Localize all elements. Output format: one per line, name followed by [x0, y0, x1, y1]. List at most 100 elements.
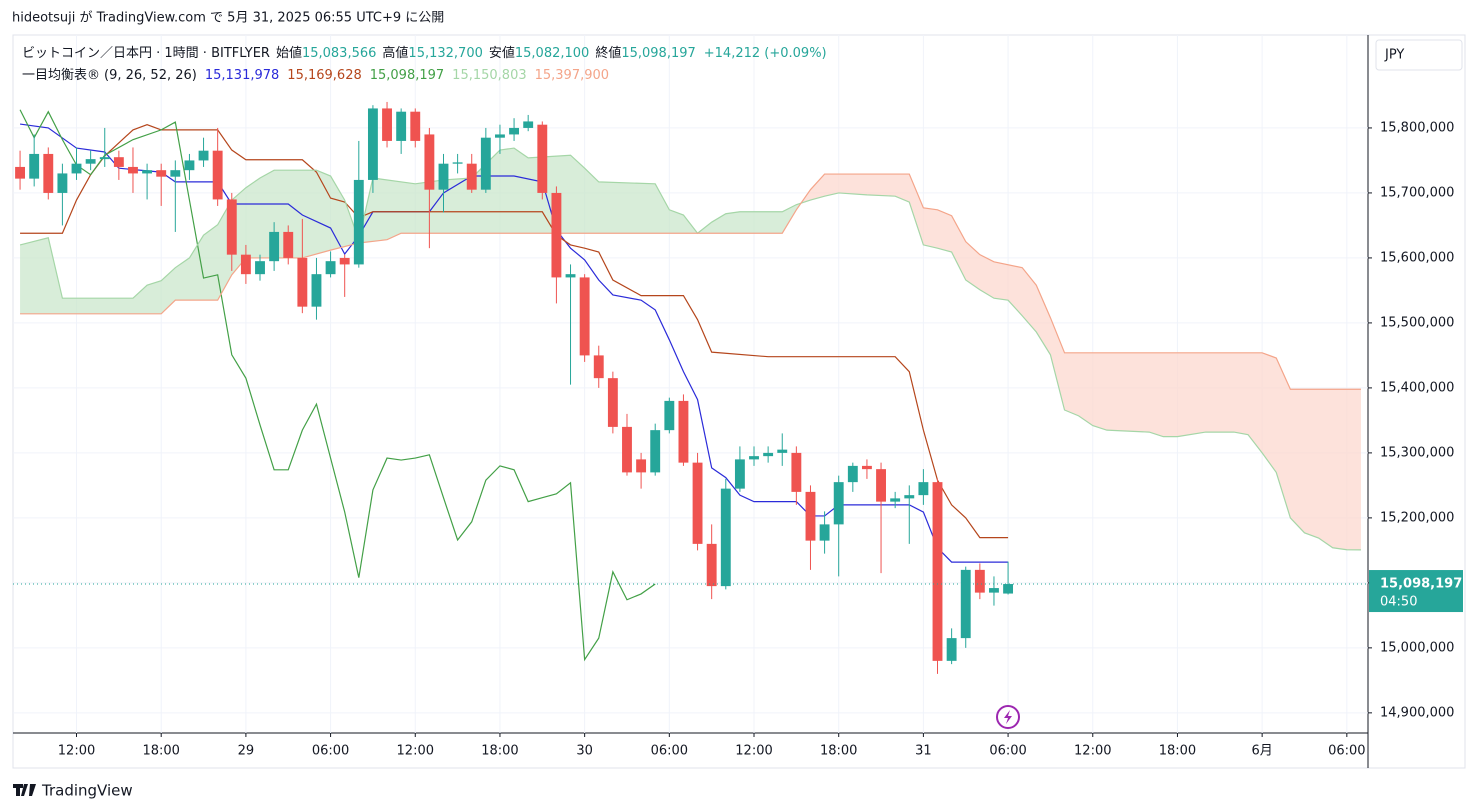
- indicator-value: 15,131,978: [205, 68, 279, 83]
- candle-body: [410, 111, 421, 141]
- ohlc-label: 始値: [276, 45, 302, 61]
- candle-body: [819, 524, 830, 541]
- candle-body: [861, 465, 872, 470]
- indicator-line: [19, 109, 656, 662]
- candle-body: [523, 121, 534, 128]
- candle-body: [198, 150, 209, 161]
- currency-box[interactable]: [1375, 39, 1463, 71]
- candle-body: [960, 569, 971, 639]
- cloud-fill: [799, 174, 1361, 550]
- alert-icon[interactable]: [996, 705, 1020, 729]
- x-tick-label: 18:00: [1159, 744, 1196, 759]
- indicator-value: 15,169,628: [287, 68, 361, 83]
- change: +14,212 (+0.09%): [704, 46, 827, 61]
- chart-frame: [12, 34, 1466, 769]
- candle-body: [763, 452, 774, 457]
- candle-body: [876, 469, 886, 502]
- candle-body: [29, 153, 40, 179]
- cloud-fill: [20, 148, 800, 314]
- candle-body: [480, 137, 491, 190]
- x-tick-label: 18:00: [481, 744, 518, 759]
- candle-body: [537, 124, 548, 193]
- brand-name: TradingView: [41, 782, 133, 800]
- candle-body: [805, 491, 816, 541]
- candle-body: [932, 482, 943, 661]
- candle-body: [142, 170, 153, 174]
- candle-body: [396, 111, 407, 141]
- indicator-line: [19, 147, 1361, 551]
- x-tick-label: 06:00: [989, 744, 1026, 759]
- candle-body: [71, 163, 82, 174]
- candle-body: [240, 254, 251, 275]
- candle-body: [128, 166, 138, 174]
- indicator-value: 15,098,197: [370, 68, 444, 83]
- candle-body: [424, 134, 435, 190]
- candle-body: [650, 430, 661, 473]
- candle-body: [706, 543, 717, 587]
- candle-body: [777, 449, 788, 453]
- candle-body: [734, 459, 745, 489]
- y-tick-label: 14,900,000: [1380, 705, 1454, 720]
- x-tick-label: 30: [576, 744, 593, 759]
- x-tick-label: 12:00: [735, 744, 772, 759]
- candle-body: [113, 157, 124, 167]
- candle-body: [989, 588, 999, 593]
- ohlc-value: 15,082,100: [515, 46, 589, 61]
- x-tick-label: 06:00: [651, 744, 688, 759]
- x-tick-label: 06:00: [1328, 744, 1365, 759]
- candle-body: [466, 163, 477, 190]
- indicator-value: 15,397,900: [535, 68, 609, 83]
- candle-body: [85, 159, 96, 164]
- candle-body: [495, 134, 505, 138]
- candle-body: [325, 261, 336, 275]
- candle-body: [946, 638, 957, 661]
- candle-body: [226, 199, 237, 255]
- candle-body: [184, 160, 195, 171]
- indicator-value: 15,150,803: [452, 68, 526, 83]
- y-tick-label: 15,400,000: [1380, 380, 1454, 395]
- candle-body: [692, 462, 703, 544]
- candle-body: [367, 108, 378, 180]
- brand: TradingView: [13, 782, 133, 800]
- indicator-line: [20, 124, 1009, 539]
- candle-body: [311, 274, 322, 307]
- y-tick-label: 15,700,000: [1380, 185, 1454, 200]
- indicator-params: (9, 26, 52, 26): [104, 68, 197, 83]
- y-tick-label: 15,500,000: [1380, 315, 1454, 330]
- ohlc-label: 終値: [595, 45, 621, 61]
- last-price-label: 15,098,197: [1380, 577, 1462, 592]
- candle-body: [438, 163, 449, 190]
- candle-body: [749, 456, 759, 460]
- ohlc-value: 15,083,566: [302, 46, 376, 61]
- candle-body: [593, 355, 604, 379]
- candle-body: [579, 277, 590, 356]
- x-tick-label: 6月: [1252, 744, 1273, 759]
- last-price-box: [1369, 570, 1463, 613]
- ohlc-value: 15,098,197: [621, 46, 695, 61]
- candle-body: [890, 498, 901, 502]
- alert-bolt: [1004, 710, 1012, 724]
- x-tick-label: 18:00: [142, 744, 179, 759]
- x-tick-label: 31: [915, 744, 932, 759]
- x-tick-label: 18:00: [820, 744, 857, 759]
- candle-body: [255, 261, 265, 275]
- y-tick-label: 15,000,000: [1380, 640, 1454, 655]
- candle-body: [269, 231, 280, 262]
- candle-body: [847, 465, 858, 483]
- candle-body: [904, 495, 915, 499]
- candle-body: [509, 127, 520, 135]
- candle-body: [339, 257, 350, 265]
- legend-indicator: 一目均衡表® (9, 26, 52, 26) 15,131,978 15,169,62…: [22, 68, 609, 83]
- ohlc-value: 15,132,700: [408, 46, 482, 61]
- candle-body: [791, 452, 802, 492]
- candle-body: [974, 569, 985, 593]
- x-tick-label: 12:00: [1074, 744, 1111, 759]
- candle-body: [678, 400, 689, 463]
- candle-body: [170, 170, 181, 177]
- candle-body: [43, 153, 54, 193]
- candle-body: [353, 179, 364, 265]
- ohlc-label: 安値: [489, 45, 515, 61]
- candle-body: [212, 150, 223, 200]
- y-tick-label: 15,600,000: [1380, 250, 1454, 265]
